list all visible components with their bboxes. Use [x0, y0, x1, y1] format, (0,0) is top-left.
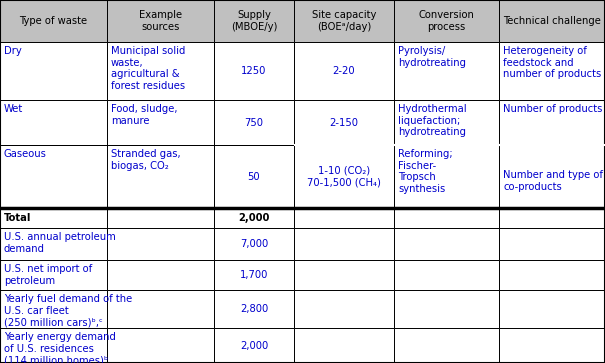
Bar	[394, 260, 499, 290]
Text: 1,700: 1,700	[240, 270, 268, 280]
Bar	[107, 228, 214, 260]
Text: Heterogeneity of
feedstock and
number of products: Heterogeneity of feedstock and number of…	[503, 46, 601, 79]
Bar	[0, 260, 107, 290]
Text: Number and type of
co-products: Number and type of co-products	[503, 170, 603, 192]
Bar	[107, 100, 214, 145]
Bar	[294, 100, 394, 145]
Bar	[0, 290, 107, 328]
Text: Stranded gas,
biogas, CO₂: Stranded gas, biogas, CO₂	[111, 149, 181, 171]
Text: 50: 50	[247, 171, 260, 182]
Bar	[294, 228, 394, 260]
Bar	[214, 100, 294, 145]
Text: Yearly fuel demand of the
U.S. car fleet
(250 million cars)ᵇ,ᶜ: Yearly fuel demand of the U.S. car fleet…	[4, 294, 132, 327]
Bar	[294, 0, 394, 42]
Bar	[294, 328, 394, 363]
Bar	[107, 260, 214, 290]
Bar	[107, 328, 214, 363]
Bar	[214, 228, 294, 260]
Bar	[294, 42, 394, 100]
Text: 750: 750	[244, 118, 264, 127]
Bar	[499, 228, 605, 260]
Bar	[214, 208, 294, 228]
Bar	[0, 145, 107, 208]
Text: Total: Total	[4, 213, 31, 223]
Bar	[499, 290, 605, 328]
Text: 1250: 1250	[241, 66, 267, 76]
Bar	[499, 145, 605, 208]
Text: 2-150: 2-150	[330, 118, 359, 127]
Text: 2-20: 2-20	[333, 66, 355, 76]
Bar	[0, 0, 107, 42]
Bar	[107, 145, 214, 208]
Bar	[0, 42, 107, 100]
Text: Site capacity
(BOEᵃ/day): Site capacity (BOEᵃ/day)	[312, 10, 376, 32]
Text: U.S. annual petroleum
demand: U.S. annual petroleum demand	[4, 232, 116, 254]
Bar	[499, 208, 605, 228]
Bar	[107, 208, 214, 228]
Bar	[214, 0, 294, 42]
Text: Hydrothermal
liquefaction;
hydrotreating: Hydrothermal liquefaction; hydrotreating	[398, 104, 466, 137]
Bar	[0, 228, 107, 260]
Bar	[394, 0, 499, 42]
Bar	[294, 260, 394, 290]
Bar	[0, 208, 107, 228]
Bar	[394, 290, 499, 328]
Bar	[499, 328, 605, 363]
Text: U.S. net import of
petroleum: U.S. net import of petroleum	[4, 264, 92, 286]
Text: 2,800: 2,800	[240, 304, 268, 314]
Bar	[0, 100, 107, 145]
Text: Gaseous: Gaseous	[4, 149, 47, 159]
Bar	[394, 328, 499, 363]
Bar	[394, 100, 499, 145]
Bar	[294, 145, 394, 208]
Bar	[107, 42, 214, 100]
Text: Yearly energy demand
of U.S. residences
(114 million homes)ᵇ: Yearly energy demand of U.S. residences …	[4, 332, 116, 363]
Text: Conversion
process: Conversion process	[419, 10, 474, 32]
Bar	[499, 0, 605, 42]
Bar	[214, 328, 294, 363]
Bar	[499, 260, 605, 290]
Bar	[499, 42, 605, 100]
Bar	[107, 0, 214, 42]
Bar	[0, 328, 107, 363]
Bar	[394, 145, 499, 208]
Text: Wet: Wet	[4, 104, 23, 114]
Bar	[214, 260, 294, 290]
Bar	[214, 290, 294, 328]
Bar	[394, 42, 499, 100]
Bar	[214, 145, 294, 208]
Text: Number of products: Number of products	[503, 104, 603, 114]
Bar	[394, 208, 499, 228]
Bar	[394, 228, 499, 260]
Bar	[107, 290, 214, 328]
Text: 7,000: 7,000	[240, 239, 268, 249]
Text: Reforming;
Fischer-
Tropsch
synthesis: Reforming; Fischer- Tropsch synthesis	[398, 149, 453, 194]
Bar	[499, 100, 605, 145]
Text: Supply
(MBOE/y): Supply (MBOE/y)	[231, 10, 277, 32]
Text: 2,000: 2,000	[240, 340, 268, 351]
Bar	[294, 290, 394, 328]
Text: 1-10 (CO₂)
70-1,500 (CH₄): 1-10 (CO₂) 70-1,500 (CH₄)	[307, 166, 381, 187]
Text: Pyrolysis/
hydrotreating: Pyrolysis/ hydrotreating	[398, 46, 466, 68]
Text: Food, sludge,
manure: Food, sludge, manure	[111, 104, 177, 126]
Text: 2,000: 2,000	[238, 213, 270, 223]
Text: Example
sources: Example sources	[139, 10, 182, 32]
Text: Type of waste: Type of waste	[19, 16, 88, 26]
Text: Municipal solid
waste,
agricultural &
forest residues: Municipal solid waste, agricultural & fo…	[111, 46, 185, 91]
Bar	[214, 42, 294, 100]
Text: Technical challenge: Technical challenge	[503, 16, 601, 26]
Bar	[294, 208, 394, 228]
Text: Dry: Dry	[4, 46, 22, 56]
